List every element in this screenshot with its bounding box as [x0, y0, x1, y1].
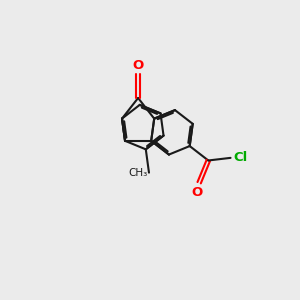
Text: CH₃: CH₃ — [128, 168, 148, 178]
Text: O: O — [133, 59, 144, 72]
Text: Cl: Cl — [233, 152, 248, 164]
Text: O: O — [191, 186, 202, 199]
